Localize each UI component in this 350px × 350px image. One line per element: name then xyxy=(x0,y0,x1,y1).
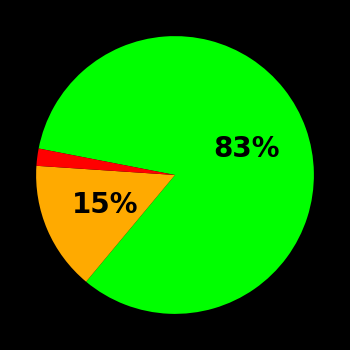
Wedge shape xyxy=(36,166,175,282)
Wedge shape xyxy=(38,36,314,314)
Text: 15%: 15% xyxy=(71,191,138,219)
Text: 83%: 83% xyxy=(214,135,280,163)
Wedge shape xyxy=(36,148,175,175)
